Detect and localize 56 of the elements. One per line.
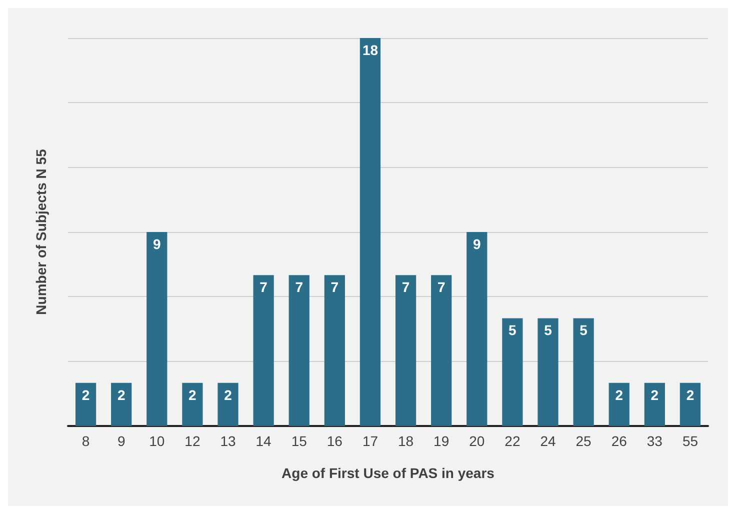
x-tick-label: 55 xyxy=(682,433,698,449)
data-label: 2 xyxy=(117,386,126,403)
y-axis-title: Number of Subjects N 55 xyxy=(33,148,49,315)
bar xyxy=(324,275,345,426)
x-tick-label: 15 xyxy=(291,433,308,449)
data-label: 5 xyxy=(544,322,552,338)
bar xyxy=(182,382,203,426)
data-label: 18 xyxy=(362,42,378,58)
data-label: 9 xyxy=(152,236,161,252)
bar xyxy=(218,382,238,426)
data-label: 7 xyxy=(295,279,304,296)
bar xyxy=(466,232,488,426)
bar xyxy=(502,318,523,426)
x-tick-label: 20 xyxy=(469,433,485,449)
data-label: 7 xyxy=(402,279,410,296)
bar xyxy=(431,275,452,426)
data-label: 2 xyxy=(615,386,624,403)
data-label: 7 xyxy=(330,279,339,296)
data-label: 2 xyxy=(82,386,90,403)
data-label: 2 xyxy=(224,386,232,403)
x-tick-label: 12 xyxy=(184,433,200,449)
data-label: 9 xyxy=(472,236,481,252)
bar xyxy=(538,318,558,426)
x-axis-title: Age of First Use of PAS in years xyxy=(282,465,495,481)
x-tick-label: 13 xyxy=(220,433,236,449)
x-tick-label: 14 xyxy=(256,433,272,449)
data-label: 2 xyxy=(650,386,659,403)
x-tick-label: 25 xyxy=(576,433,592,449)
data-label: 7 xyxy=(260,279,268,296)
x-tick-label: 10 xyxy=(149,433,165,449)
x-tick-label: 26 xyxy=(611,433,628,449)
bar xyxy=(680,382,701,426)
data-label: 2 xyxy=(686,386,694,403)
x-tick-label: 9 xyxy=(117,433,126,449)
bar xyxy=(75,382,96,426)
bar xyxy=(608,382,630,426)
data-label: 5 xyxy=(580,322,588,338)
bar xyxy=(395,275,416,426)
bar xyxy=(146,232,168,426)
bar xyxy=(288,275,310,426)
x-tick-label: 19 xyxy=(434,433,450,449)
bar xyxy=(253,275,274,426)
data-label: 5 xyxy=(508,322,517,338)
bar xyxy=(111,382,132,426)
x-tick-label: 22 xyxy=(504,433,520,449)
x-tick-label: 17 xyxy=(362,433,378,449)
bar xyxy=(573,318,594,426)
x-tick-label: 18 xyxy=(398,433,414,449)
bar xyxy=(644,382,665,426)
data-label: 2 xyxy=(188,386,197,403)
bar xyxy=(360,38,381,426)
x-tick-label: 16 xyxy=(326,433,343,449)
x-tick-label: 33 xyxy=(646,433,663,449)
data-label: 7 xyxy=(437,279,446,296)
x-tick-label: 24 xyxy=(540,433,556,449)
x-tick-label: 8 xyxy=(82,433,90,449)
